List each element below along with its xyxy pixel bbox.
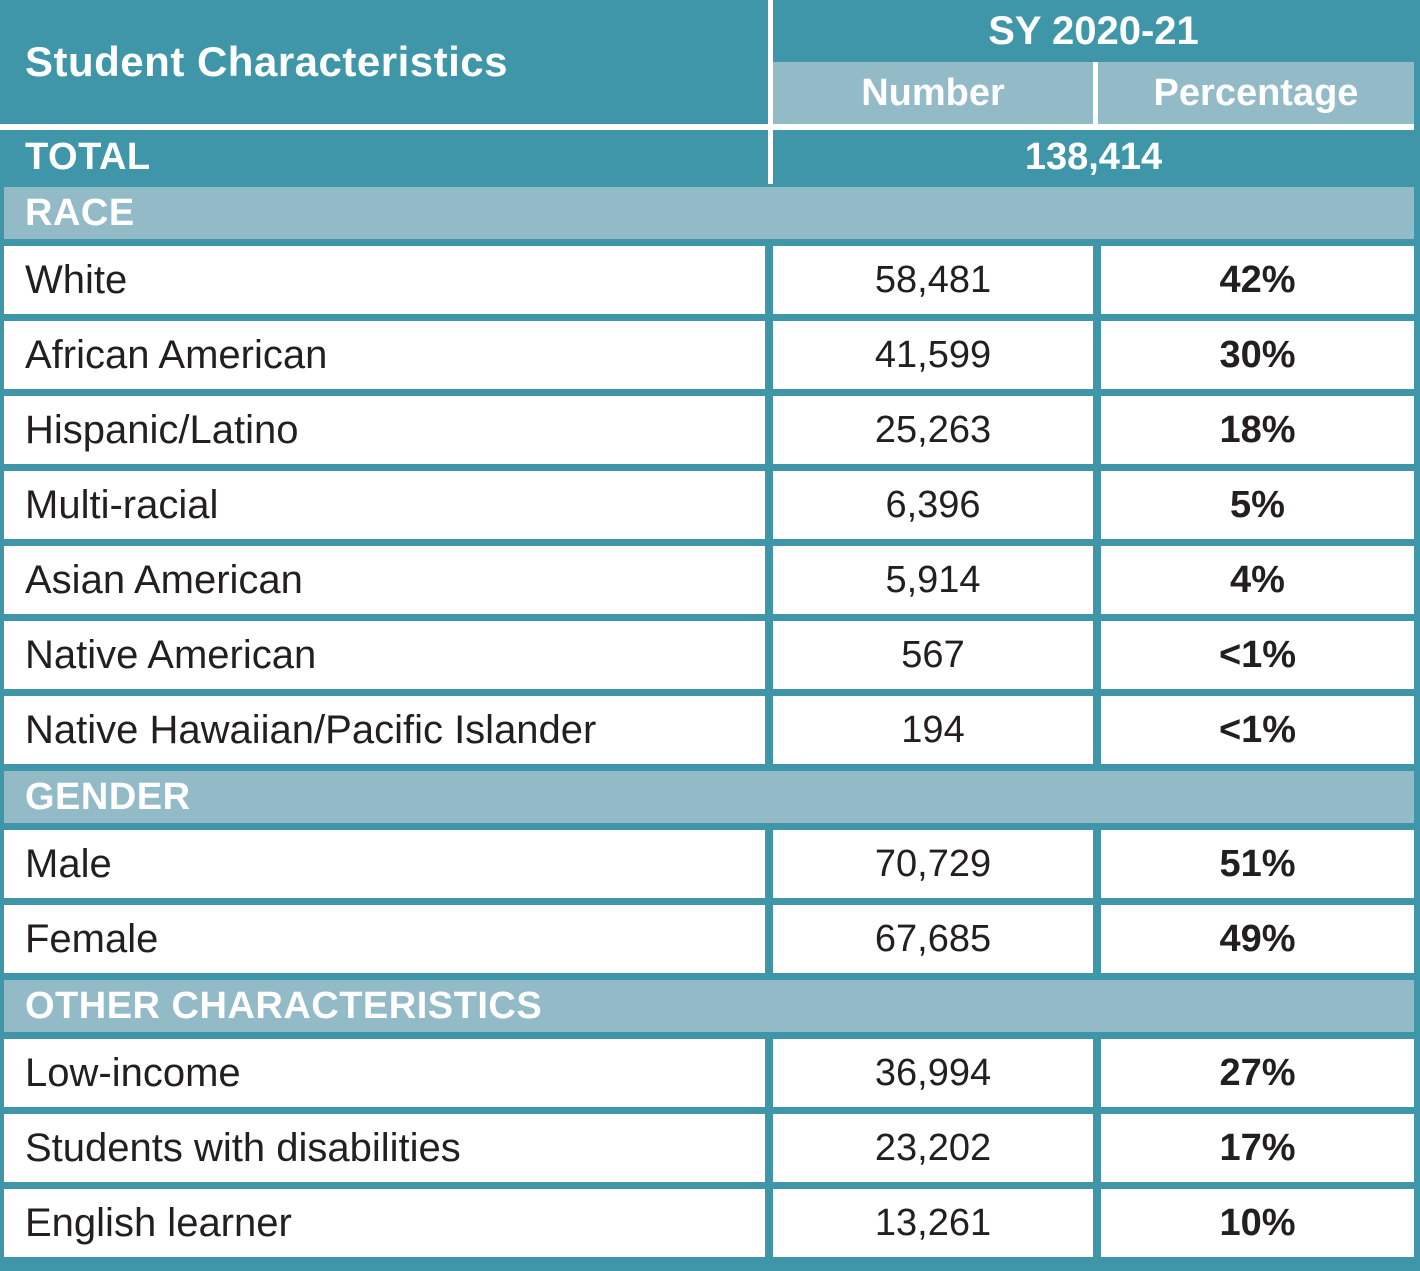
percentage-cell: <1% <box>1101 696 1414 764</box>
label-cell: English learner <box>4 1189 765 1257</box>
percentage-cell: 42% <box>1101 246 1414 314</box>
number-cell: 25,263 <box>773 396 1093 464</box>
column-header-percentage: Percentage <box>1153 71 1359 114</box>
percentage-cell: 17% <box>1101 1114 1414 1182</box>
percentage-cell: 10% <box>1101 1189 1414 1257</box>
label-cell: Low-income <box>4 1039 765 1107</box>
table-row: Low-income 36,994 27% <box>4 1039 1414 1107</box>
section-header-other-characteristics: OTHER CHARACTERISTICS <box>4 980 1414 1032</box>
table-row: White 58,481 42% <box>4 246 1414 314</box>
total-row: TOTAL 138,414 <box>0 130 1420 184</box>
table-row: Native American 567 <1% <box>4 621 1414 689</box>
header-year-group: SY 2020-21 Number Percentage <box>773 0 1414 124</box>
table-row: Multi-racial 6,396 5% <box>4 471 1414 539</box>
number-cell: 67,685 <box>773 905 1093 973</box>
number-cell: 5,914 <box>773 546 1093 614</box>
total-label: TOTAL <box>25 135 151 178</box>
number-cell: 567 <box>773 621 1093 689</box>
label-cell: Multi-racial <box>4 471 765 539</box>
header-title: Student Characteristics <box>25 38 508 85</box>
percentage-cell: 27% <box>1101 1039 1414 1107</box>
number-cell: 36,994 <box>773 1039 1093 1107</box>
column-header-number: Number <box>861 71 1005 114</box>
header-horizontal-divider <box>0 124 1414 130</box>
number-cell: 58,481 <box>773 246 1093 314</box>
number-cell: 6,396 <box>773 471 1093 539</box>
percentage-cell: 51% <box>1101 830 1414 898</box>
percentage-cell: <1% <box>1101 621 1414 689</box>
table-row: English learner 13,261 10% <box>4 1189 1414 1257</box>
label-cell: Asian American <box>4 546 765 614</box>
table-row: Native Hawaiian/Pacific Islander 194 <1% <box>4 696 1414 764</box>
percentage-cell: 49% <box>1101 905 1414 973</box>
table-row: Female 67,685 49% <box>4 905 1414 973</box>
table-row: Students with disabilities 23,202 17% <box>4 1114 1414 1182</box>
percentage-cell: 5% <box>1101 471 1414 539</box>
table-row: Hispanic/Latino 25,263 18% <box>4 396 1414 464</box>
label-cell: Native Hawaiian/Pacific Islander <box>4 696 765 764</box>
section-header-race: RACE <box>4 187 1414 239</box>
percentage-cell: 4% <box>1101 546 1414 614</box>
number-cell: 13,261 <box>773 1189 1093 1257</box>
label-cell: Male <box>4 830 765 898</box>
table-row: Asian American 5,914 4% <box>4 546 1414 614</box>
number-cell: 70,729 <box>773 830 1093 898</box>
header-vertical-divider <box>768 0 773 184</box>
table-header: Student Characteristics SY 2020-21 Numbe… <box>0 0 1420 124</box>
header-school-year: SY 2020-21 <box>988 8 1199 53</box>
label-cell: African American <box>4 321 765 389</box>
label-cell: Female <box>4 905 765 973</box>
percentage-cell: 30% <box>1101 321 1414 389</box>
total-value: 138,414 <box>1024 135 1163 178</box>
subcolumn-divider <box>1093 62 1098 124</box>
label-cell: Hispanic/Latino <box>4 396 765 464</box>
table-row: African American 41,599 30% <box>4 321 1414 389</box>
number-cell: 41,599 <box>773 321 1093 389</box>
number-cell: 23,202 <box>773 1114 1093 1182</box>
number-cell: 194 <box>773 696 1093 764</box>
table-row: Male 70,729 51% <box>4 830 1414 898</box>
header-subcolumns: Number Percentage <box>773 62 1414 124</box>
section-header-gender: GENDER <box>4 771 1414 823</box>
label-cell: Students with disabilities <box>4 1114 765 1182</box>
label-cell: White <box>4 246 765 314</box>
label-cell: Native American <box>4 621 765 689</box>
percentage-cell: 18% <box>1101 396 1414 464</box>
